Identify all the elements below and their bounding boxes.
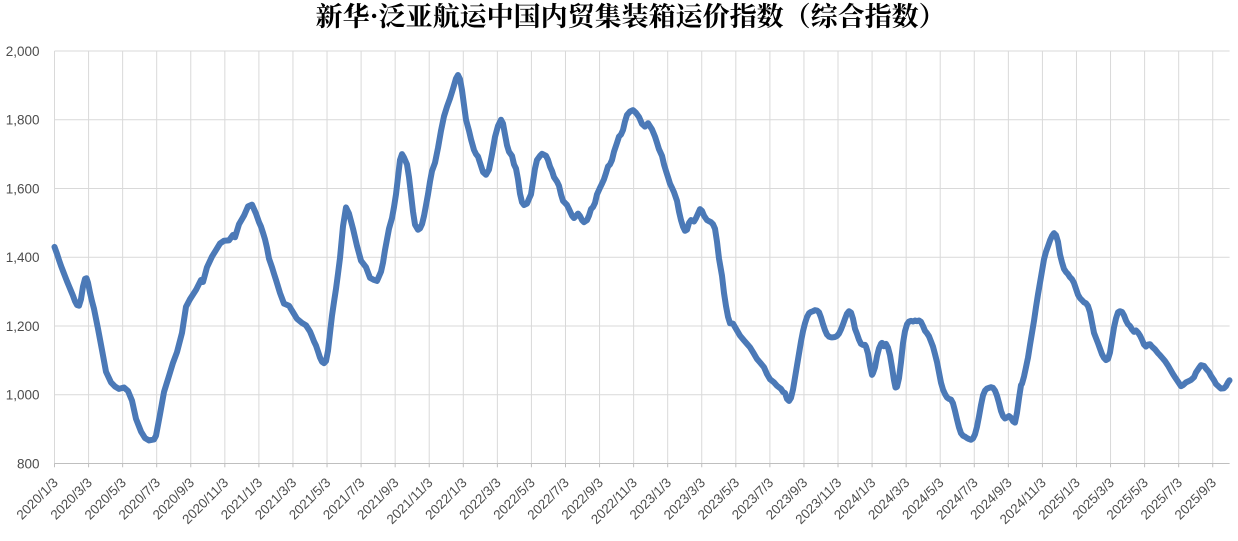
svg-text:1,400: 1,400 <box>6 250 40 265</box>
svg-text:1,600: 1,600 <box>6 181 40 196</box>
svg-text:800: 800 <box>17 456 40 471</box>
svg-text:2,000: 2,000 <box>6 44 40 59</box>
svg-text:1,200: 1,200 <box>6 319 40 334</box>
svg-text:1,000: 1,000 <box>6 388 40 403</box>
svg-text:1,800: 1,800 <box>6 113 40 128</box>
